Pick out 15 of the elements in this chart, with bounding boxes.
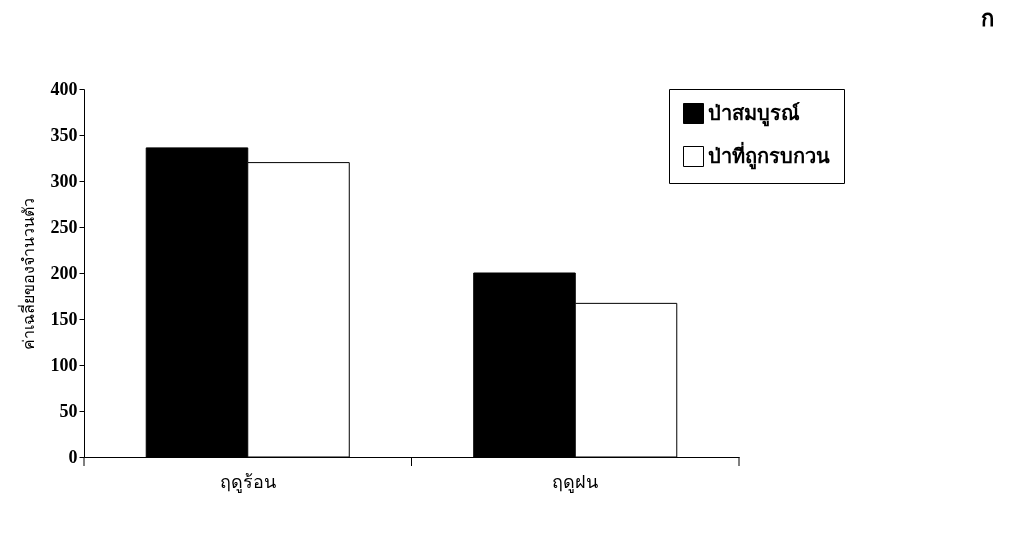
y-tick-label: 300: [50, 170, 78, 191]
x-tick-label: ฤดูร้อน: [219, 471, 276, 493]
y-tick-label: 400: [50, 78, 78, 99]
text: ก: [981, 6, 994, 31]
y-tick-label: 350: [50, 124, 78, 145]
y-tick-label: 150: [50, 308, 78, 329]
legend-label: ป่าที่ถูกรบกวน: [708, 140, 830, 170]
y-tick-label: 50: [59, 400, 78, 421]
y-tick-label: 250: [50, 216, 78, 237]
y-tick-label: 200: [50, 262, 78, 283]
x-tick-label: ฤดูฝน: [552, 471, 599, 493]
y-axis-title: ค่าเฉลี่ยของจำนวนตัว: [16, 197, 37, 350]
y-tick-label: 0: [68, 446, 78, 467]
legend-label: ป่าสมบูรณ์: [708, 101, 800, 127]
y-tick-label: 100: [50, 354, 78, 375]
